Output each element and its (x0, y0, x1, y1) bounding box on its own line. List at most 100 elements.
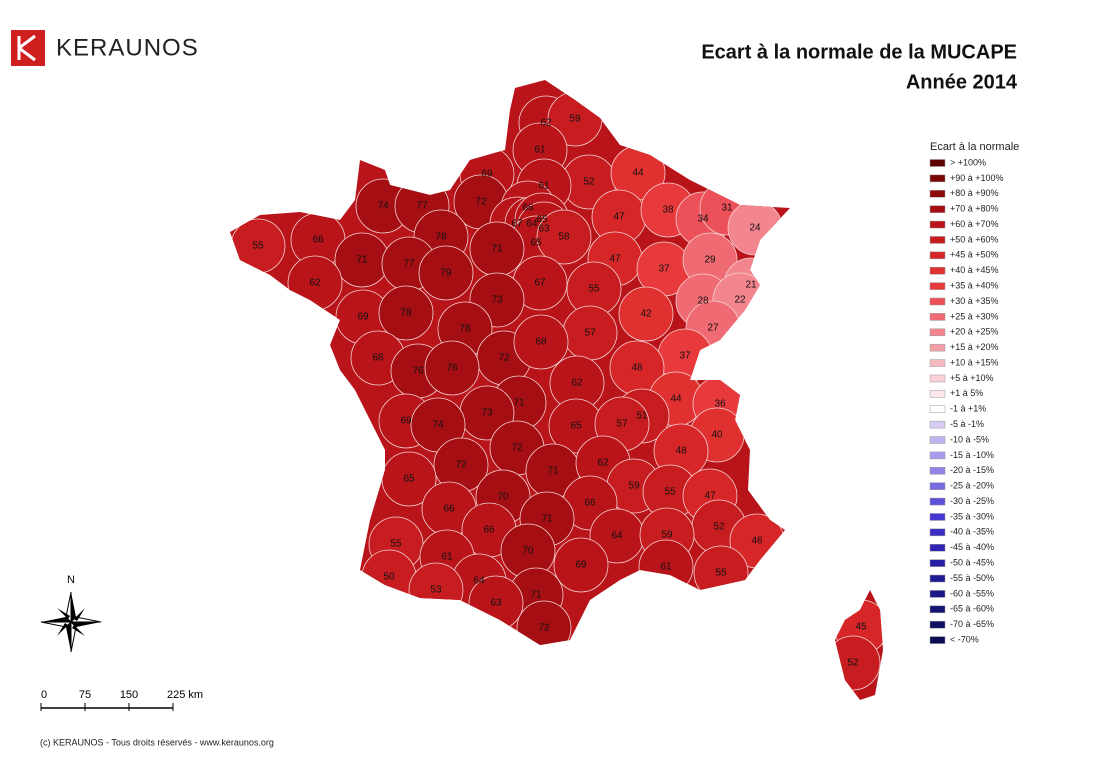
department-label: 66 (312, 235, 324, 246)
legend-label: -25 à -20% (950, 481, 994, 491)
department-label: 55 (664, 487, 676, 498)
legend-swatch (929, 328, 946, 337)
department-label: 67 (511, 219, 523, 230)
logo: KERAUNOS (11, 30, 199, 66)
legend-label: -60 à -55% (950, 588, 994, 598)
department-label: 62 (540, 118, 552, 129)
regions (230, 80, 883, 700)
department (424, 340, 480, 396)
department-label: 47 (704, 491, 716, 502)
department-label: 71 (513, 398, 525, 409)
department-label: 74 (432, 420, 444, 431)
legend-label: +60 à +70% (950, 219, 999, 229)
department-label: 77 (416, 201, 428, 212)
department-label: 34 (697, 214, 709, 225)
legend-swatch (929, 159, 946, 167)
department-label: 29 (704, 255, 716, 266)
department-label: 71 (541, 514, 553, 525)
legend-label: -20 à -15% (950, 465, 994, 475)
department-label: 73 (481, 408, 493, 419)
legend-label: +5 à +10% (950, 373, 994, 383)
legend-swatch (929, 620, 946, 629)
legend-swatch (929, 343, 946, 352)
legend-swatch (929, 605, 946, 614)
legend-swatch (929, 282, 946, 290)
legend-label: > +100% (950, 157, 986, 167)
legend-label: +80 à +90% (950, 188, 999, 198)
department-label: 62 (597, 458, 609, 469)
legend-title: Ecart à la normale (930, 141, 1019, 153)
department-label: 63 (490, 598, 502, 609)
department (378, 285, 434, 341)
department (418, 245, 474, 301)
department-label: 24 (749, 223, 761, 234)
legend-swatch (929, 451, 946, 460)
department (553, 537, 609, 593)
department-label: 70 (497, 492, 509, 503)
legend-label: -70 à -65% (950, 619, 994, 629)
legend-label: +1 à 5% (950, 388, 983, 398)
department-label: 65 (403, 474, 415, 485)
department (513, 314, 569, 370)
legend-label: +15 à +20% (950, 342, 999, 352)
legend: > +100% +90 à +100% +80 à +90% +70 à +80% +6… (929, 157, 1004, 644)
department-label: 69 (357, 312, 369, 323)
department-label: 44 (670, 394, 682, 405)
department-label: 61 (538, 181, 550, 192)
department (618, 286, 674, 342)
legend-swatch (929, 467, 946, 475)
logo-k (17, 34, 36, 62)
legend-label: -10 à -5% (950, 434, 989, 444)
legend-swatch (929, 251, 946, 260)
department-label: 74 (377, 201, 389, 212)
department-label: 67 (534, 278, 546, 289)
legend-label: -45 à -40% (950, 542, 994, 552)
legend-label: +45 à +50% (950, 250, 999, 260)
legend-swatch (929, 528, 946, 537)
department-label: 61 (534, 145, 546, 156)
department-label: 65 (530, 238, 542, 249)
legend-label: +90 à +100% (950, 173, 1004, 183)
legend-label: -5 à -1% (950, 419, 984, 429)
department-label: 52 (713, 522, 725, 533)
department-label: 69 (575, 560, 587, 571)
department-label: 65 (536, 215, 548, 226)
department-label: 48 (675, 446, 687, 457)
legend-swatch (929, 497, 946, 506)
department-label: 71 (547, 466, 559, 477)
legend-label: -50 à -45% (950, 558, 994, 568)
department-label: 69 (400, 416, 412, 427)
department-label: 68 (372, 353, 384, 364)
department-label: 72 (475, 197, 487, 208)
footer: (c) KERAUNOS - Tous droits réservés - ww… (40, 737, 274, 747)
legend-swatch (929, 559, 946, 567)
legend-label: -65 à -60% (950, 604, 994, 614)
department-label: 61 (441, 552, 453, 563)
legend-swatch (929, 436, 946, 444)
legend-label: -40 à -35% (950, 527, 994, 537)
department-label: 22 (734, 295, 746, 306)
department-label: 59 (628, 481, 640, 492)
department-label: 66 (483, 525, 495, 536)
department-label: 76 (446, 363, 458, 374)
department-label: 50 (383, 572, 395, 583)
department-label: 40 (711, 430, 723, 441)
subtitle: Année 2014 (906, 71, 1018, 93)
department (536, 209, 592, 265)
department-label: 55 (390, 539, 402, 550)
legend-swatch (929, 420, 946, 429)
department-label: 78 (459, 324, 471, 335)
department-label: 77 (403, 259, 415, 270)
logo-text: KERAUNOS (56, 34, 199, 61)
department-label: 64 (526, 219, 538, 230)
legend-label: +35 à +40% (950, 280, 999, 290)
legend-label: +40 à +45% (950, 265, 999, 275)
department-label: 45 (855, 622, 867, 633)
scale-label: 75 (79, 689, 91, 701)
department-label: 72 (455, 460, 467, 471)
legend-swatch (929, 390, 946, 398)
legend-swatch (929, 590, 946, 598)
department-label: 59 (569, 114, 581, 125)
